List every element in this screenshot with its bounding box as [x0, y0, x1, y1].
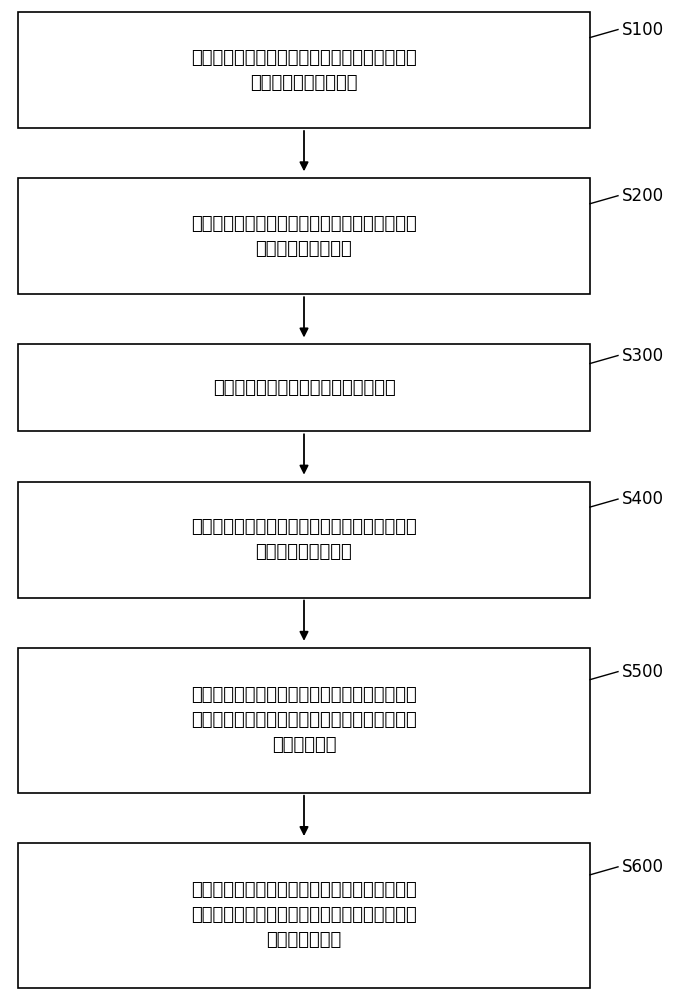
Text: 提取所述待识别三维人脸点云的关键点: 提取所述待识别三维人脸点云的关键点: [213, 379, 395, 397]
Text: S200: S200: [622, 187, 664, 205]
Text: S600: S600: [622, 858, 664, 876]
Text: S300: S300: [622, 347, 664, 365]
Text: 根据待识别三维人体图像获取仅包括人脸信息的
待识别三维人脸点云: 根据待识别三维人体图像获取仅包括人脸信息的 待识别三维人脸点云: [191, 215, 417, 258]
Text: 根据所述待识别三维人脸点云与图像库中每一个
模板三维人脸点云的相似性度量获取最相似的资
料三维人脸点云: 根据所述待识别三维人脸点云与图像库中每一个 模板三维人脸点云的相似性度量获取最相…: [191, 881, 417, 949]
Text: S100: S100: [622, 21, 664, 39]
Bar: [18, 178, 590, 294]
Text: S500: S500: [622, 663, 664, 681]
Text: 获取待识别三维人体图像，所述待识别三维人体
图像至少包括人的面部: 获取待识别三维人体图像，所述待识别三维人体 图像至少包括人的面部: [191, 49, 417, 92]
Bar: [18, 12, 590, 128]
Text: S400: S400: [622, 490, 664, 508]
Bar: [18, 843, 590, 988]
Bar: [18, 648, 590, 793]
Bar: [18, 482, 590, 598]
Text: 计算所述待识别三维人脸点云中每一个关键点对
应的低维特征描述子: 计算所述待识别三维人脸点云中每一个关键点对 应的低维特征描述子: [191, 518, 417, 561]
Text: 根据对应的低维特征描述子，计算所述待识别三
维人脸点云与图像库中每一个模板三维人脸点云
的相似性度量: 根据对应的低维特征描述子，计算所述待识别三 维人脸点云与图像库中每一个模板三维人…: [191, 686, 417, 754]
Bar: [18, 344, 590, 431]
